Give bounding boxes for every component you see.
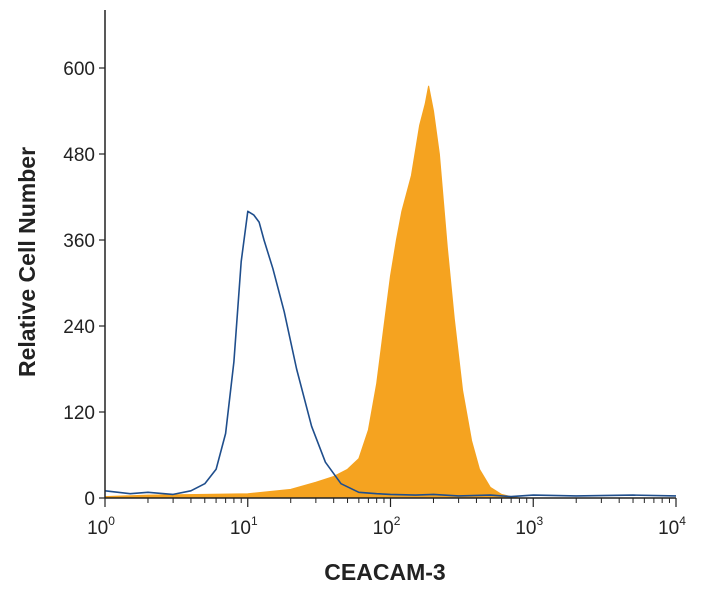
- x-tick-label: 104: [658, 514, 686, 539]
- x-tick-label: 102: [373, 514, 401, 539]
- y-tick-label: 480: [63, 145, 95, 166]
- series-layer: [104, 85, 677, 499]
- y-tick-label: 360: [63, 231, 95, 252]
- filled-histogram: [104, 85, 520, 499]
- x-tick-label: 101: [230, 514, 258, 539]
- outline-histogram: [104, 210, 677, 498]
- y-tick-label: 0: [84, 489, 95, 510]
- y-tick-label: 600: [63, 59, 95, 80]
- y-axis-title: Relative Cell Number: [14, 147, 40, 377]
- x-tick-label: 103: [515, 514, 543, 539]
- y-tick-label: 120: [63, 403, 95, 424]
- tick-layer: 0 120 240 360 480 600 100 101 102 103 104: [63, 59, 686, 539]
- x-tick-label: 100: [87, 514, 115, 539]
- x-axis-title: CEACAM-3: [324, 559, 445, 585]
- y-tick-label: 240: [63, 317, 95, 338]
